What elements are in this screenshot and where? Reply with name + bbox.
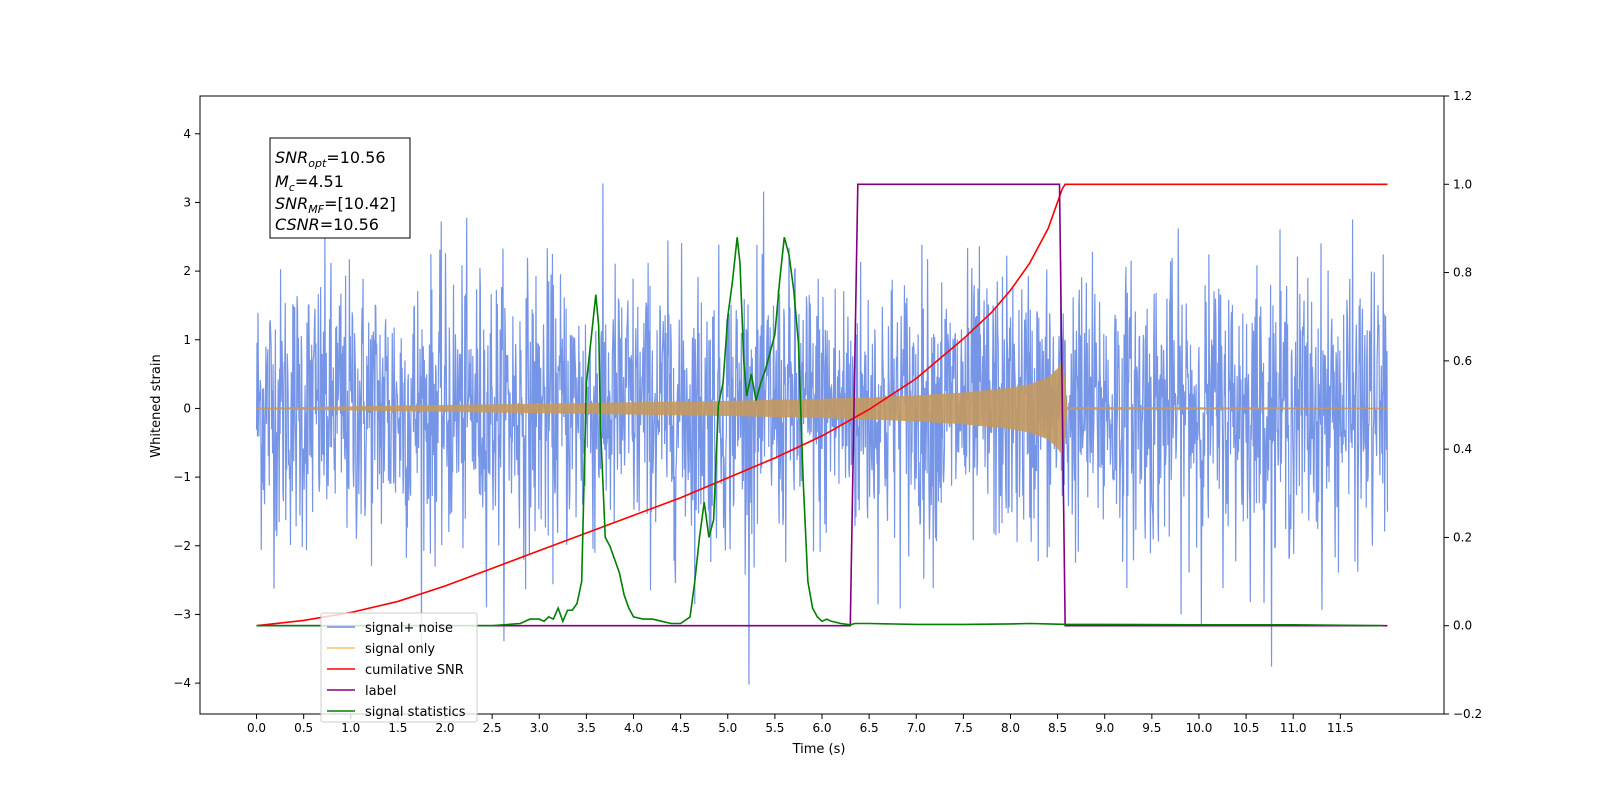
annotation-snr-opt: SNRopt=10.56	[275, 148, 386, 170]
annotation-mc: Mc=4.51	[275, 172, 344, 194]
x-tick-label: 7.0	[907, 721, 926, 735]
legend: signal+ noise signal only cumilative SNR la…	[320, 612, 478, 723]
x-axis-label: Time (s)	[792, 742, 846, 757]
plot-area	[255, 183, 1389, 685]
y-tick-label: −3	[173, 607, 191, 621]
x-tick-label: 6.5	[860, 721, 879, 735]
x-tick-label: 10.5	[1233, 721, 1260, 735]
x-tick-label: 3.5	[577, 721, 596, 735]
axes: 0.0 0.5 1.0 1.5 2.0 2.5 3.0 3.5 4.0 4.5 5.0 5.5 6.0 6…	[173, 89, 1482, 735]
stats-annotation: SNRopt=10.56 Mc=4.51 SNRMF=[10.42] CSNR=…	[269, 137, 411, 239]
x-tick-label: 8.0	[1001, 721, 1020, 735]
y-axis-label: Whitened strain	[149, 354, 164, 457]
legend-box	[320, 612, 478, 723]
annotation-snr-mf: SNRMF=[10.42]	[275, 194, 396, 216]
y2-tick-label: 0.0	[1453, 619, 1472, 633]
x-tick-label: 1.0	[341, 721, 360, 735]
y-tick-label: 0	[183, 401, 191, 415]
y-tick-label: −2	[173, 539, 191, 553]
x-tick-label: 3.0	[530, 721, 549, 735]
x-tick-label: 7.5	[954, 721, 973, 735]
y-tick-label: 3	[183, 195, 191, 209]
x-tick-label: 8.5	[1048, 721, 1067, 735]
x-tick-label: 2.0	[435, 721, 454, 735]
y-tick-label: −4	[173, 676, 191, 690]
x-tick-label: 4.5	[671, 721, 690, 735]
series-cumulative-snr-line	[256, 183, 1388, 627]
y2-tick-label: 0.6	[1453, 354, 1472, 368]
legend-entry-label: signal statistics	[365, 705, 466, 720]
x-tick-label: 5.0	[718, 721, 737, 735]
series-signal-noise-line	[255, 183, 1389, 685]
y-tick-label: 4	[183, 127, 191, 141]
series-signal-only-line	[256, 361, 1388, 455]
y2-tick-label: −0.2	[1453, 707, 1482, 721]
series-label-line	[256, 183, 1388, 627]
y-tick-label: 1	[183, 333, 191, 347]
y-tick-label: 2	[183, 264, 191, 278]
x-tick-label: 9.5	[1142, 721, 1161, 735]
legend-entry-label: cumilative SNR	[365, 663, 464, 678]
y2-tick-label: 1.2	[1453, 89, 1472, 103]
x-tick-label: 0.5	[294, 721, 313, 735]
x-tick-label: 5.5	[765, 721, 784, 735]
x-tick-label: 11.5	[1327, 721, 1354, 735]
annotation-csnr: CSNR=10.56	[275, 215, 379, 234]
y2-tick-label: 0.8	[1453, 266, 1472, 280]
y-tick-label: −1	[173, 470, 191, 484]
annotation-box	[269, 137, 411, 239]
legend-entry-label: signal+ noise	[365, 621, 453, 636]
legend-entry-label: label	[365, 684, 396, 699]
x-tick-label: 10.0	[1186, 721, 1213, 735]
series-signal-statistics-line	[256, 237, 1383, 627]
x-tick-label: 4.0	[624, 721, 643, 735]
legend-entry-label: signal only	[365, 642, 435, 657]
x-tick-label: 6.0	[812, 721, 831, 735]
x-tick-label: 1.5	[388, 721, 407, 735]
x-tick-label: 9.0	[1095, 721, 1114, 735]
x-tick-label: 2.5	[483, 721, 502, 735]
y2-tick-label: 0.4	[1453, 442, 1472, 456]
x-tick-label: 11.0	[1280, 721, 1307, 735]
x-tick-label: 0.0	[247, 721, 266, 735]
y2-tick-label: 0.2	[1453, 530, 1472, 544]
y2-tick-label: 1.0	[1453, 177, 1472, 191]
